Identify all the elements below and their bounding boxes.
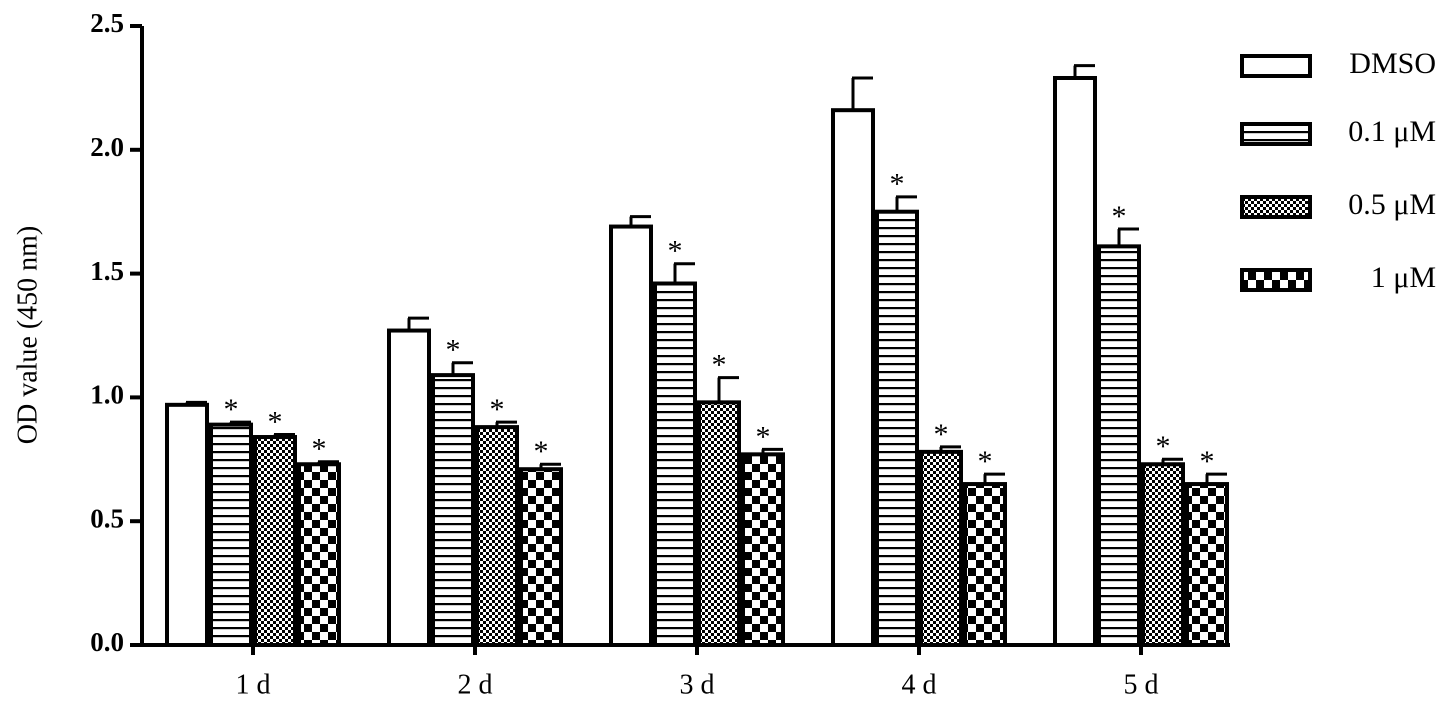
legend-swatch — [1240, 122, 1312, 146]
x-tick-label: 2 d — [458, 669, 493, 700]
x-tick-label: 4 d — [902, 669, 937, 700]
y-tick-label: 0.0 — [90, 627, 124, 657]
significance-label: * — [446, 334, 461, 367]
bar — [697, 400, 741, 647]
significance-label: * — [756, 420, 771, 453]
y-tick-label: 2.5 — [90, 8, 124, 38]
bar — [475, 425, 519, 647]
legend-swatch — [1240, 195, 1312, 219]
legend-label: 1 μM — [1371, 261, 1436, 294]
bar — [1053, 75, 1097, 648]
legend-label: 0.5 μM — [1348, 188, 1436, 221]
significance-label: * — [712, 348, 727, 381]
significance-label: * — [268, 405, 283, 438]
legend-label: DMSO — [1349, 47, 1436, 80]
y-tick-label: 1.5 — [90, 256, 124, 286]
bar — [963, 482, 1007, 647]
bar — [165, 402, 209, 647]
bar — [519, 467, 563, 648]
significance-label: * — [534, 435, 549, 468]
x-tick-label: 3 d — [680, 669, 715, 700]
bar — [253, 435, 297, 647]
y-axis-label: OD value (450 nm) — [12, 226, 43, 445]
significance-label: * — [224, 393, 239, 426]
bar — [609, 224, 653, 647]
significance-label: * — [1112, 200, 1127, 233]
significance-label: * — [934, 418, 949, 451]
bar — [653, 281, 697, 647]
significance-label: * — [1156, 430, 1171, 463]
significance-label: * — [890, 168, 905, 201]
bar — [741, 452, 785, 647]
x-tick-label: 5 d — [1124, 669, 1159, 700]
y-tick-label: 1.0 — [90, 380, 124, 410]
bar — [875, 209, 919, 647]
bar — [209, 422, 253, 647]
bar — [831, 108, 875, 647]
significance-label: * — [1200, 445, 1215, 478]
y-tick-label: 2.0 — [90, 132, 124, 162]
bar — [1097, 244, 1141, 647]
significance-label: * — [490, 393, 505, 426]
bar — [919, 449, 963, 648]
significance-label: * — [312, 433, 327, 466]
significance-label: * — [978, 445, 993, 478]
y-tick-label: 0.5 — [90, 503, 124, 533]
legend-swatch — [1240, 268, 1312, 292]
bar — [431, 373, 475, 647]
x-tick-label: 1 d — [236, 669, 271, 700]
bar — [1141, 462, 1185, 648]
bar — [1185, 482, 1229, 647]
significance-label: * — [668, 235, 683, 268]
legend-swatch — [1240, 54, 1312, 78]
legend-label: 0.1 μM — [1348, 115, 1436, 148]
bar — [387, 328, 431, 647]
bar — [297, 462, 341, 648]
